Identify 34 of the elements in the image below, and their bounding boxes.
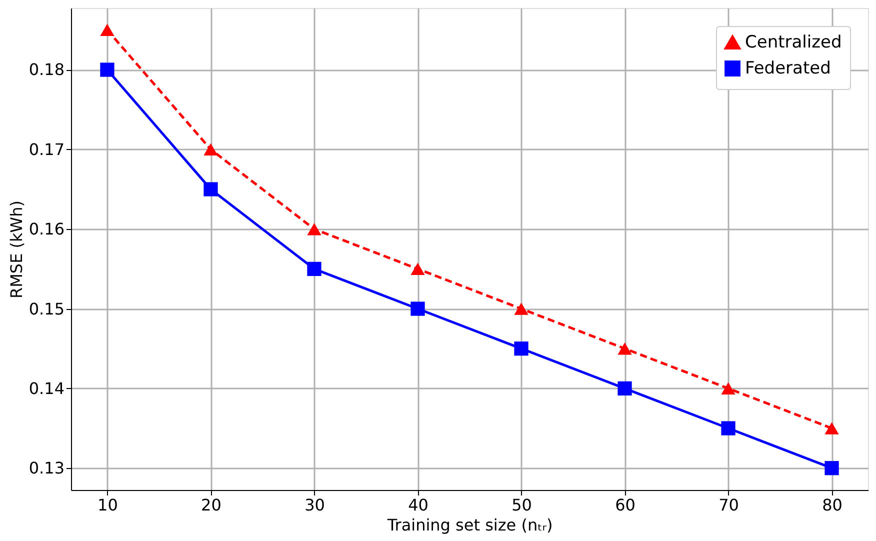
- y-tick-label: 0.15: [28, 299, 64, 318]
- point: [307, 262, 322, 276]
- x-tick-label: 70: [718, 496, 739, 514]
- point: [204, 143, 218, 156]
- x-tick-label: 10: [98, 496, 118, 514]
- y-tick-label: 0.14: [28, 378, 64, 398]
- point: [824, 422, 839, 434]
- point: [100, 24, 114, 36]
- x-axis-title: Training set size (nₜᵣ): [386, 516, 553, 534]
- x-tick-label: 20: [201, 496, 222, 514]
- point: [618, 381, 632, 396]
- point: [514, 342, 528, 356]
- x-tick-label: 30: [304, 496, 325, 514]
- point: [618, 342, 632, 355]
- legend-label: Federated: [745, 58, 831, 78]
- point: [100, 62, 114, 77]
- point: [410, 262, 425, 276]
- y-tick-label: 0.13: [28, 458, 64, 478]
- y-axis-title: RMSE (kWh): [6, 200, 26, 298]
- point: [721, 382, 736, 395]
- x-tick-label: 60: [615, 496, 636, 514]
- y-tick-label: 0.17: [28, 140, 64, 159]
- y-tick-label: 0.16: [28, 220, 64, 239]
- point: [307, 222, 322, 236]
- y-tick-label: 0.18: [28, 60, 64, 80]
- legend-label: Centralized: [745, 32, 842, 52]
- point: [410, 302, 425, 316]
- x-tick-label: 50: [512, 496, 532, 514]
- point: [721, 421, 736, 436]
- point: [824, 461, 839, 476]
- point: [514, 302, 528, 315]
- x-tick-label: 40: [408, 496, 428, 514]
- x-tick-label: 80: [822, 496, 842, 514]
- point: [204, 182, 218, 196]
